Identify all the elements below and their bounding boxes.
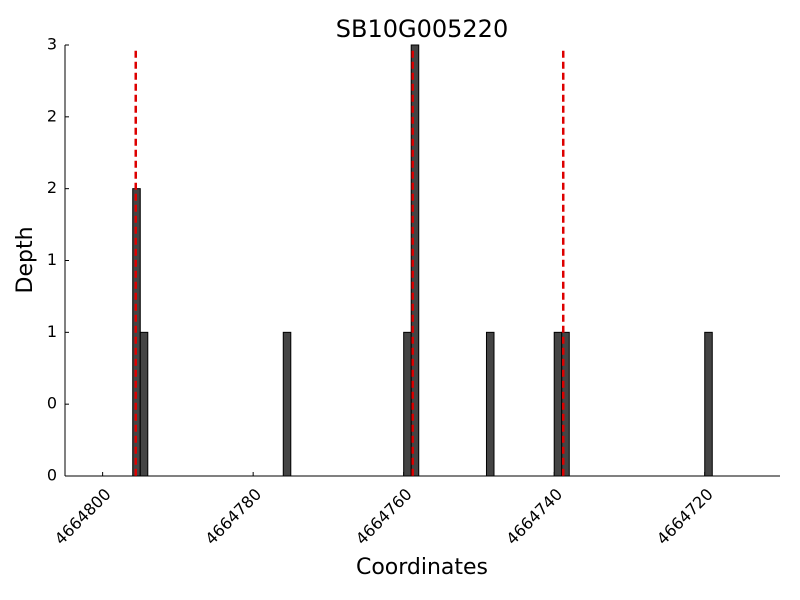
- y-tick-label: 2: [47, 178, 57, 197]
- chart-title: SB10G005220: [336, 15, 508, 43]
- x-axis-label: Coordinates: [356, 555, 488, 580]
- y-tick-label: 1: [47, 322, 57, 341]
- x-tick-label: 4664780: [201, 485, 265, 549]
- bar: [282, 331, 292, 477]
- x-tick-label: 4664740: [502, 485, 566, 549]
- x-tick-label: 4664800: [51, 485, 115, 549]
- y-tick-label: 3: [47, 35, 57, 54]
- bar: [485, 331, 495, 477]
- bar: [139, 331, 149, 477]
- y-tick-label: 0: [47, 394, 57, 413]
- bar: [704, 331, 713, 477]
- y-tick-label: 1: [47, 250, 57, 269]
- y-tick-label: 2: [47, 106, 57, 125]
- bar: [410, 44, 420, 477]
- bar: [561, 331, 570, 477]
- y-axis-label: Depth: [13, 226, 38, 293]
- x-tick-label: 4664760: [352, 485, 416, 549]
- y-tick-label: 0: [47, 466, 57, 485]
- x-tick-label: 4664720: [653, 485, 717, 549]
- bar: [403, 331, 412, 477]
- bar: [553, 331, 563, 477]
